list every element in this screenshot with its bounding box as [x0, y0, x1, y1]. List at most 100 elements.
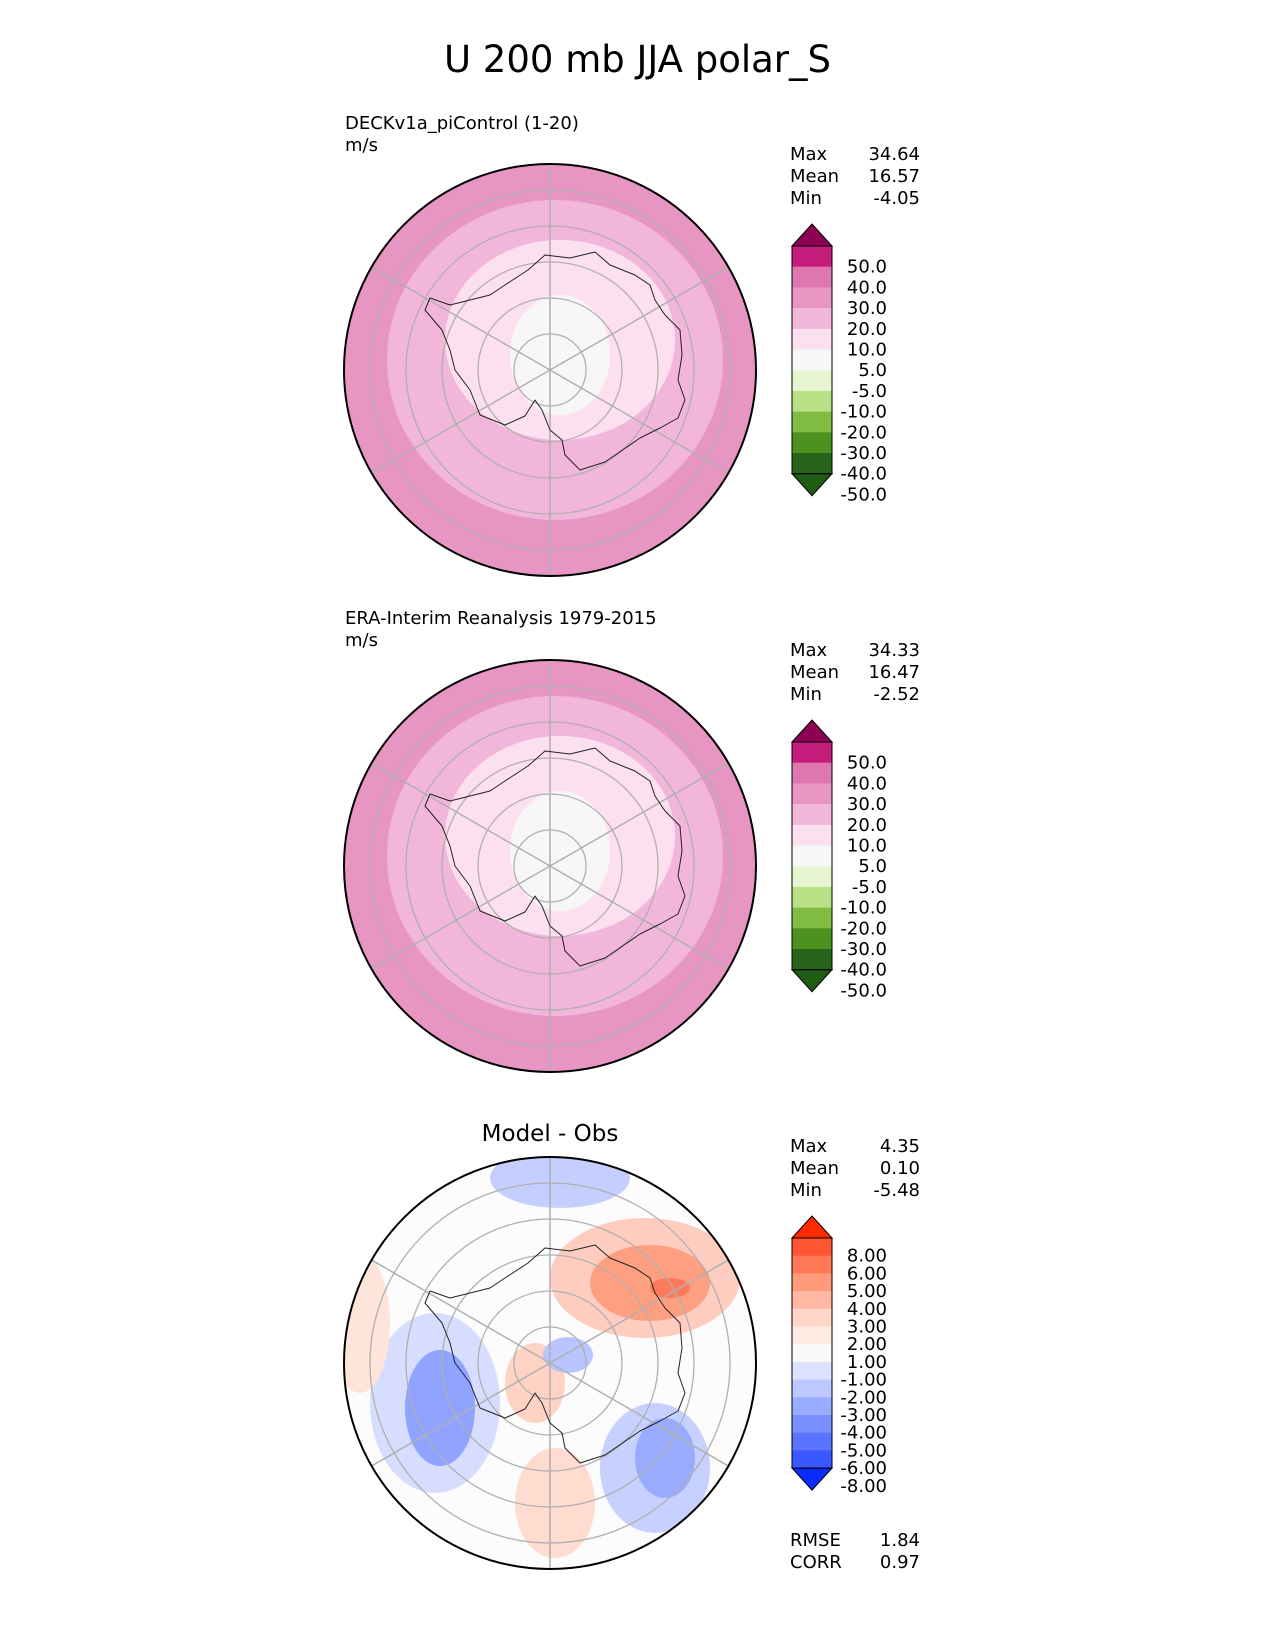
colorbar-band-8	[792, 390, 832, 413]
colorbar-tick-label-6: 5.0	[858, 856, 887, 877]
colorbar-tick-label-7: -5.0	[852, 877, 887, 898]
panel2-stat-mean: Mean 16.47	[790, 662, 920, 683]
panel1-colorbar: 50.040.030.020.010.05.0-5.0-10.0-20.0-30…	[790, 223, 887, 505]
colorbar-tick-label-1: 8.00	[847, 1246, 887, 1267]
colorbar-tick-label-1: 50.0	[847, 753, 887, 774]
colorbar-tick-label-2: 40.0	[847, 773, 887, 794]
colorbar-band-7	[792, 1344, 832, 1363]
colorbar-band-11	[792, 453, 832, 475]
colorbar-tick-label-5: 10.0	[847, 836, 887, 857]
colorbar-tick-label-14: -8.00	[840, 1476, 887, 1497]
colorbar-frame	[791, 1237, 833, 1469]
colorbar-tick-label-12: -5.00	[840, 1440, 887, 1461]
antarctica-coastline	[424, 1244, 686, 1464]
anomaly-neg-w-core	[405, 1350, 475, 1466]
colorbar-tick-label-4: 20.0	[847, 815, 887, 836]
colorbar-tick-label-3: 30.0	[847, 794, 887, 815]
panel2-header: ERA-Interim Reanalysis 1979-2015 m/s	[345, 608, 657, 652]
panel1-title: DECKv1a_piControl (1-20)	[345, 113, 579, 134]
colorbar-frame	[791, 741, 833, 971]
meridian-line-6	[371, 762, 729, 970]
colorbar-band-13	[792, 1450, 832, 1469]
panel1-header: DECKv1a_piControl (1-20) m/s	[345, 113, 579, 157]
panel2-stat-max: Max 34.33	[790, 640, 920, 661]
colorbar-band-5	[792, 1308, 832, 1327]
colorbar-band-1	[792, 1238, 832, 1257]
panel3-corr: CORR 0.97	[790, 1552, 920, 1573]
colorbar-band-6	[792, 1326, 832, 1345]
panel1-polar-map	[343, 163, 757, 577]
colorbar-tick-label-3: 5.00	[847, 1281, 887, 1302]
panel3-stats: Max 4.35 Mean 0.10 Min -5.48	[790, 1136, 920, 1202]
contour-neg5-5	[510, 791, 610, 911]
colorbar-tick-label-6: 2.00	[847, 1334, 887, 1355]
colorbar-extend-top	[790, 223, 834, 247]
colorbar-frame	[791, 245, 833, 475]
map-border	[343, 659, 757, 1073]
colorbar-tick-label-12: -50.0	[840, 980, 887, 1001]
colorbar-band-12	[792, 1432, 832, 1451]
colorbar-tick-label-2: 40.0	[847, 277, 887, 298]
colorbar-band-10	[792, 1397, 832, 1416]
panel1-stat-mean: Mean 16.57	[790, 166, 920, 187]
panel3-metrics: RMSE 1.84 CORR 0.97	[790, 1530, 920, 1574]
colorbar-band-6	[792, 845, 832, 867]
panel3-stat-max: Max 4.35	[790, 1136, 920, 1157]
colorbar-tick-label-11: -40.0	[840, 464, 887, 485]
panel1-stats: Max 34.64 Mean 16.57 Min -4.05	[790, 144, 920, 210]
colorbar-band-2	[792, 762, 832, 784]
colorbar-tick-label-9: -2.00	[840, 1387, 887, 1408]
colorbar-band-8	[792, 886, 832, 909]
colorbar-band-9	[792, 1379, 832, 1398]
colorbar-band-4	[792, 804, 832, 826]
colorbar-tick-label-9: -20.0	[840, 918, 887, 939]
colorbar-tick-label-10: -30.0	[840, 939, 887, 960]
colorbar-extend-top	[790, 719, 834, 743]
panel1-stat-max: Max 34.64	[790, 144, 920, 165]
anomaly-pos-ne-max	[650, 1278, 690, 1298]
colorbar-tick-label-4: 4.00	[847, 1299, 887, 1320]
colorbar-band-10	[792, 928, 832, 950]
colorbar-band-3	[792, 1273, 832, 1292]
colorbar-band-1	[792, 246, 832, 268]
colorbar-extend-bottom	[790, 1467, 834, 1491]
map-border	[343, 1156, 757, 1570]
colorbar-band-3	[792, 287, 832, 309]
anomaly-neg-top	[490, 1157, 630, 1208]
colorbar-band-5	[792, 328, 832, 350]
colorbar-tick-label-3: 30.0	[847, 298, 887, 319]
colorbar-tick-label-1: 50.0	[847, 257, 887, 278]
colorbar-band-6	[792, 349, 832, 371]
colorbar-band-10	[792, 432, 832, 454]
figure-title: U 200 mb JJA polar_S	[443, 38, 832, 81]
colorbar-band-1	[792, 742, 832, 764]
colorbar-band-8	[792, 1361, 832, 1381]
meridian-line-6	[371, 1259, 729, 1467]
colorbar-tick-label-5: 10.0	[847, 340, 887, 361]
colorbar-tick-label-6: 5.0	[858, 360, 887, 381]
colorbar-extend-bottom	[790, 969, 834, 993]
colorbar-band-5	[792, 824, 832, 846]
antarctica-coastline	[424, 251, 686, 471]
panel3-polar-map	[343, 1156, 757, 1570]
colorbar-tick-label-10: -30.0	[840, 443, 887, 464]
colorbar-tick-label-13: -6.00	[840, 1458, 887, 1479]
colorbar-tick-label-9: -20.0	[840, 422, 887, 443]
panel1-stat-min: Min -4.05	[790, 188, 920, 209]
colorbar-band-2	[792, 266, 832, 288]
colorbar-tick-label-11: -4.00	[840, 1423, 887, 1444]
panel2-colorbar: 50.040.030.020.010.05.0-5.0-10.0-20.0-30…	[790, 719, 887, 1001]
panel2-stats: Max 34.33 Mean 16.47 Min -2.52	[790, 640, 920, 706]
colorbar-band-9	[792, 907, 832, 929]
colorbar-tick-label-10: -3.00	[840, 1405, 887, 1426]
panel2-polar-map	[343, 659, 757, 1073]
colorbar-tick-label-11: -40.0	[840, 960, 887, 981]
colorbar-band-11	[792, 1415, 832, 1434]
panel3-title: Model - Obs	[481, 1121, 619, 1147]
colorbar-extend-top	[790, 1215, 834, 1239]
panel1-units: m/s	[345, 135, 378, 156]
panel3-rmse: RMSE 1.84	[790, 1530, 920, 1551]
panel3-stat-mean: Mean 0.10	[790, 1158, 920, 1179]
anomaly-pos-w-edge	[344, 1253, 390, 1393]
colorbar-tick-label-5: 3.00	[847, 1317, 887, 1338]
